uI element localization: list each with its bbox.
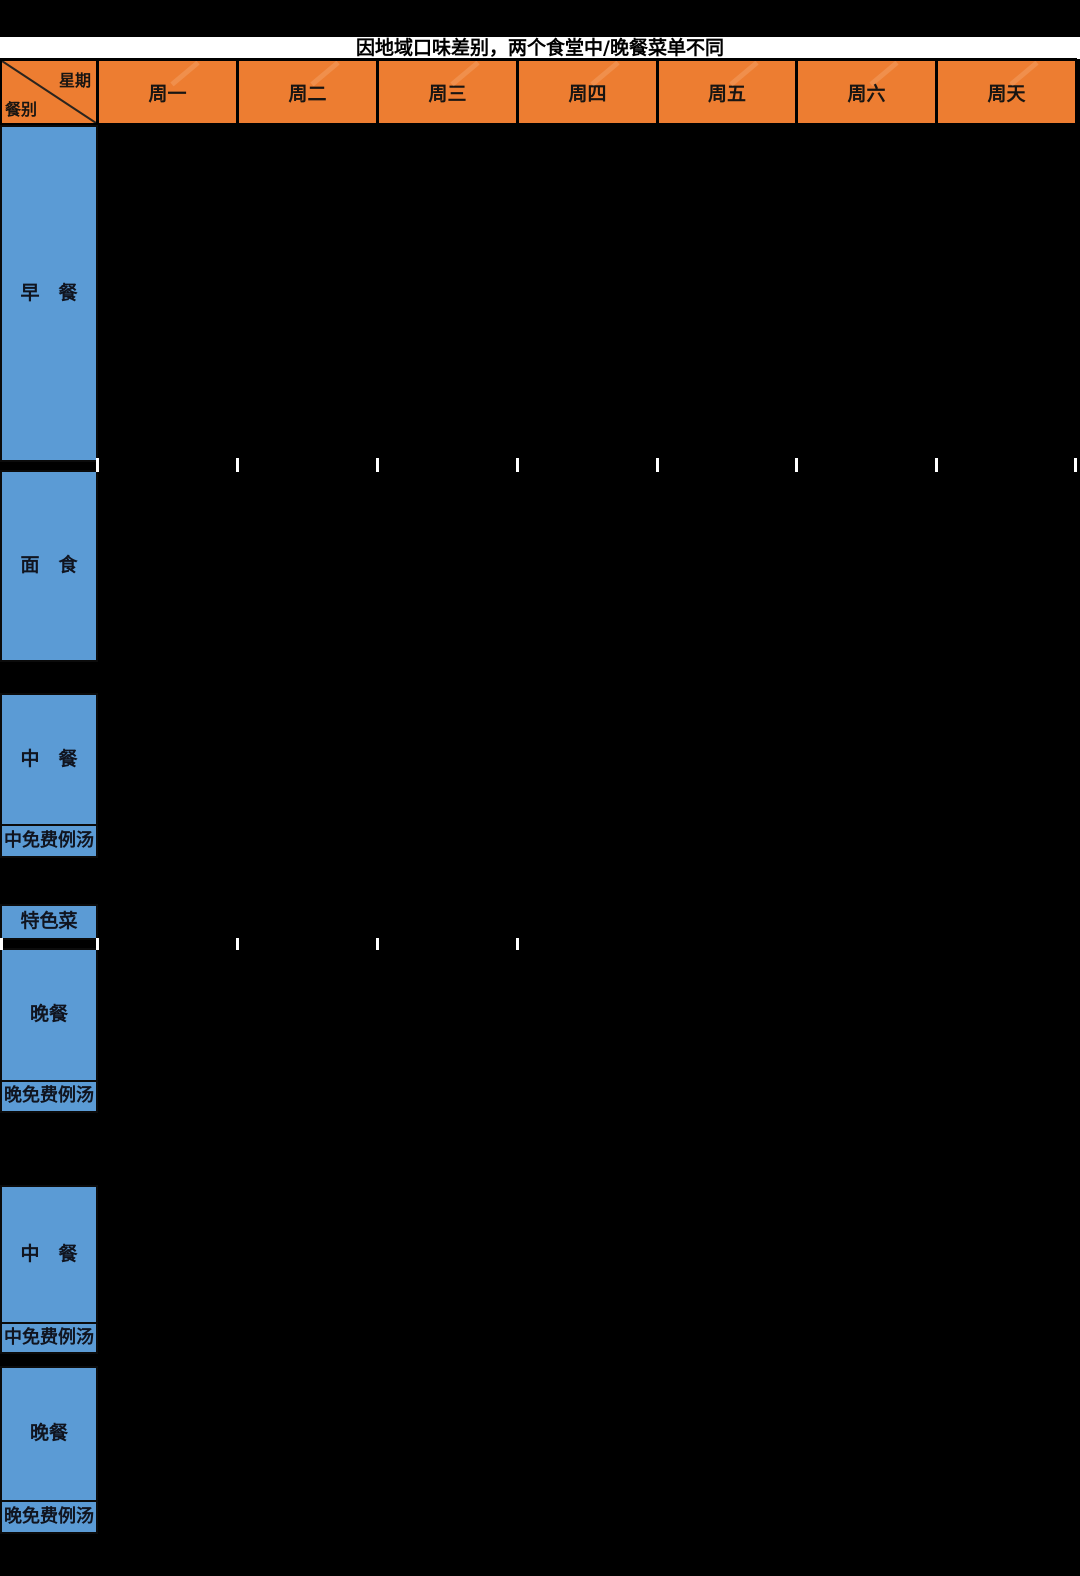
row-label-dinner-soup-b: 晚免费例汤: [0, 1500, 98, 1534]
gridline-tick: [96, 938, 99, 950]
title-band: 因地域口味差别，两个食堂中/晚餐菜单不同: [0, 37, 1080, 59]
day-header-sun: 周天: [938, 61, 1075, 123]
row-label-lunch-soup-a: 中免费例汤: [0, 824, 98, 858]
gridline-tick: [516, 938, 519, 950]
gridline-tick: [935, 458, 938, 472]
gridline-tick: [516, 458, 519, 472]
gridline-tick: [0, 938, 3, 950]
gridline-tick: [376, 938, 379, 950]
gridline-tick: [656, 458, 659, 472]
gridline-tick: [236, 458, 239, 472]
weekday-header-row: 星期 餐别 周一 周二 周三 周四 周五 周六 周天: [0, 58, 1077, 125]
gridline-tick: [376, 458, 379, 472]
day-header-mon: 周一: [99, 61, 236, 123]
day-header-thu: 周四: [519, 61, 656, 123]
day-header-tue: 周二: [239, 61, 376, 123]
row-label-lunch-b: 中 餐: [0, 1185, 98, 1324]
row-label-dinner-b: 晚餐: [0, 1366, 98, 1502]
page-title: 因地域口味差别，两个食堂中/晚餐菜单不同: [356, 37, 724, 59]
row-label-lunch-soup-b: 中免费例汤: [0, 1322, 98, 1354]
row-label-noodles: 面 食: [0, 470, 98, 662]
diagonal-line: [2, 61, 96, 123]
row-label-breakfast: 早 餐: [0, 125, 98, 462]
day-header-fri: 周五: [659, 61, 795, 123]
day-header-wed: 周三: [379, 61, 516, 123]
row-label-lunch-a: 中 餐: [0, 693, 98, 826]
day-header-sat: 周六: [798, 61, 935, 123]
gridline-tick: [96, 458, 99, 472]
corner-label-week: 星期: [58, 71, 91, 90]
row-label-special-dish: 特色菜: [0, 904, 98, 940]
row-label-dinner-a: 晚餐: [0, 948, 98, 1082]
row-label-dinner-soup-a: 晚免费例汤: [0, 1080, 98, 1113]
corner-header-cell: 星期 餐别: [2, 61, 96, 123]
corner-label-meal: 餐别: [5, 100, 38, 119]
gridline-tick: [1074, 458, 1077, 472]
gridline-tick: [236, 938, 239, 950]
gridline-tick: [795, 458, 798, 472]
